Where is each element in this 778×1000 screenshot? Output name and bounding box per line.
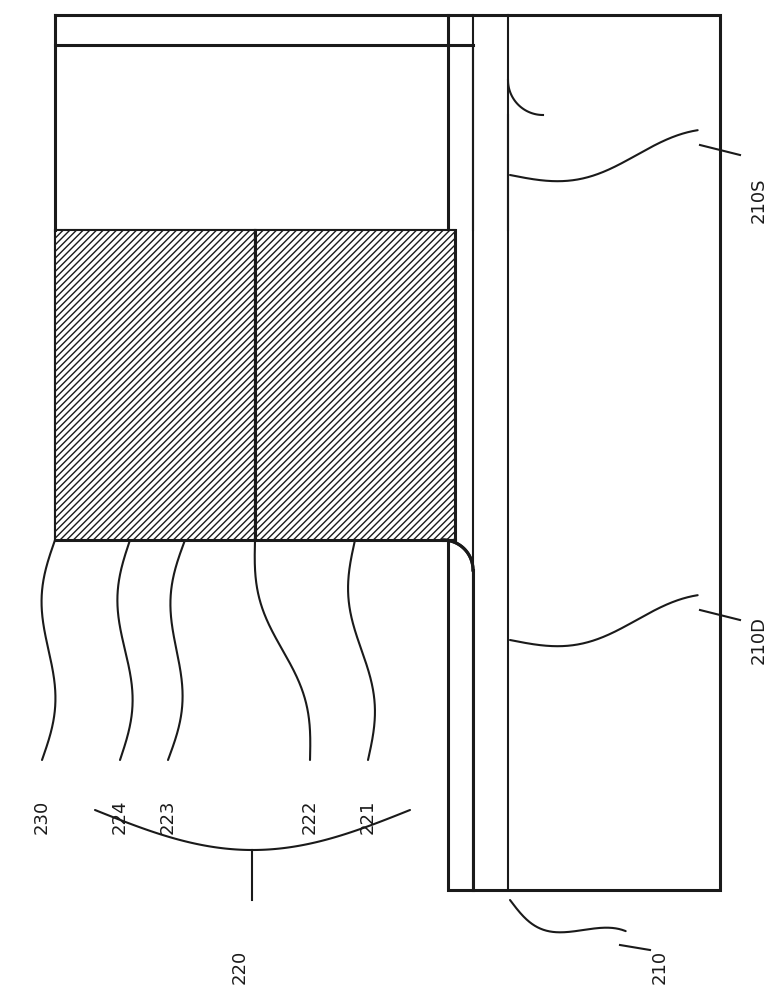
Text: 221: 221 (359, 800, 377, 834)
Bar (255, 230, 455, 540)
Bar (448, 15, 720, 890)
Text: 224: 224 (111, 800, 129, 834)
Text: 220: 220 (231, 950, 249, 984)
Text: 230: 230 (33, 800, 51, 834)
Bar (55, 230, 455, 540)
Bar (55, 230, 255, 540)
Text: 223: 223 (159, 800, 177, 834)
Text: 210: 210 (651, 950, 669, 984)
Text: 210S: 210S (750, 177, 768, 223)
Text: 210D: 210D (750, 616, 768, 664)
Text: 222: 222 (301, 800, 319, 834)
